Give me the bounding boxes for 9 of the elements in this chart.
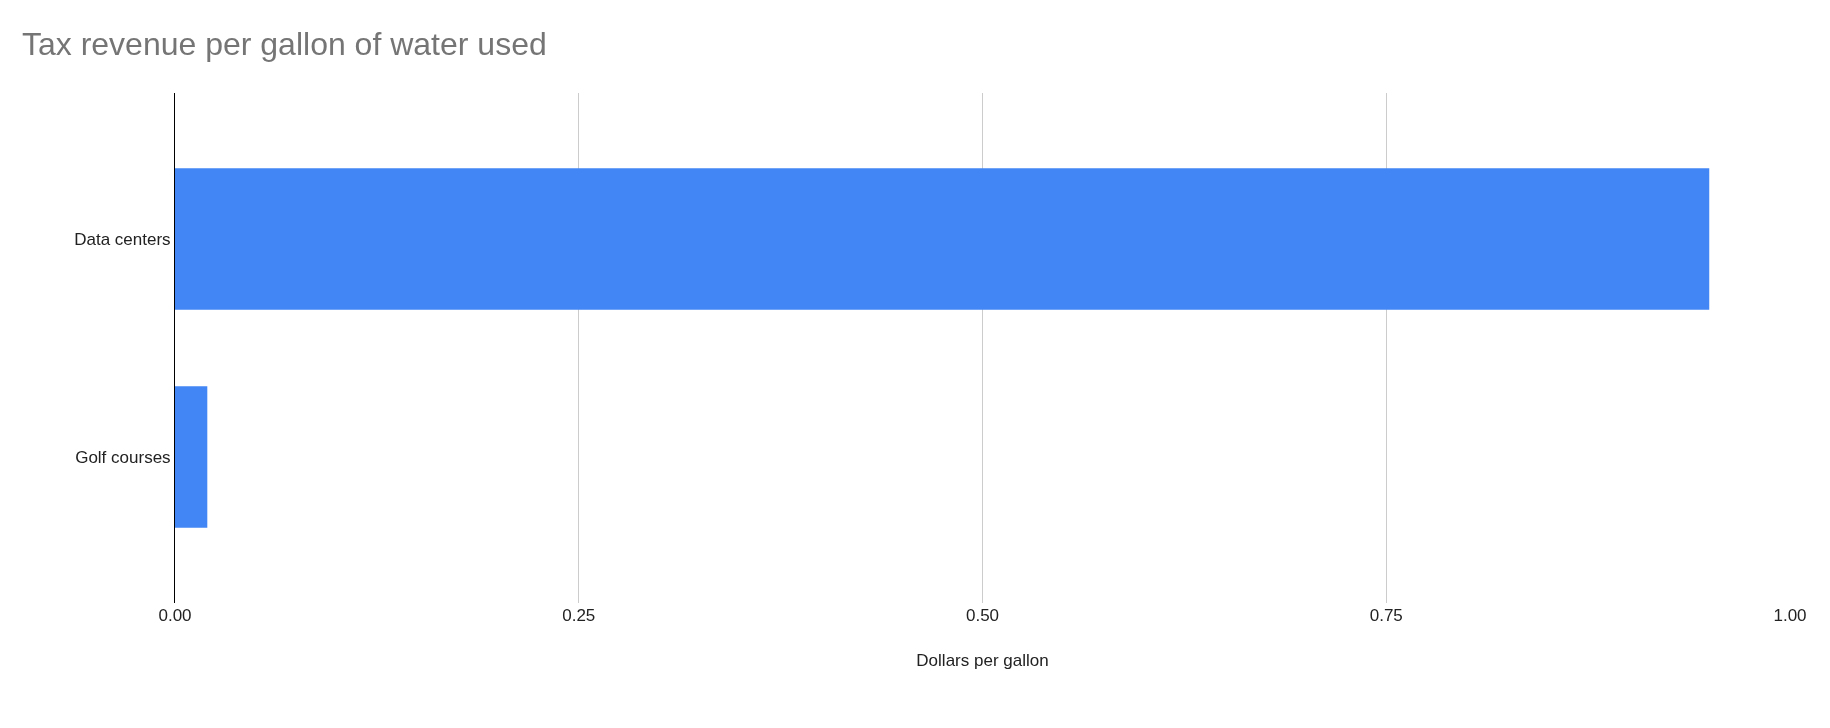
chart-title: Tax revenue per gallon of water used [21,26,547,63]
x-tick-label: 0.00 [158,606,192,625]
x-tick-label: 1.00 [1773,606,1807,625]
y-tick-label: Data centers [74,229,171,249]
y-tick-label: Golf courses [75,447,171,467]
x-tick-label: 0.25 [562,606,596,625]
x-tick-label: 0.75 [1369,606,1403,625]
x-axis-title: Dollars per gallon [916,651,1049,671]
x-tick-label: 0.50 [965,606,1000,625]
